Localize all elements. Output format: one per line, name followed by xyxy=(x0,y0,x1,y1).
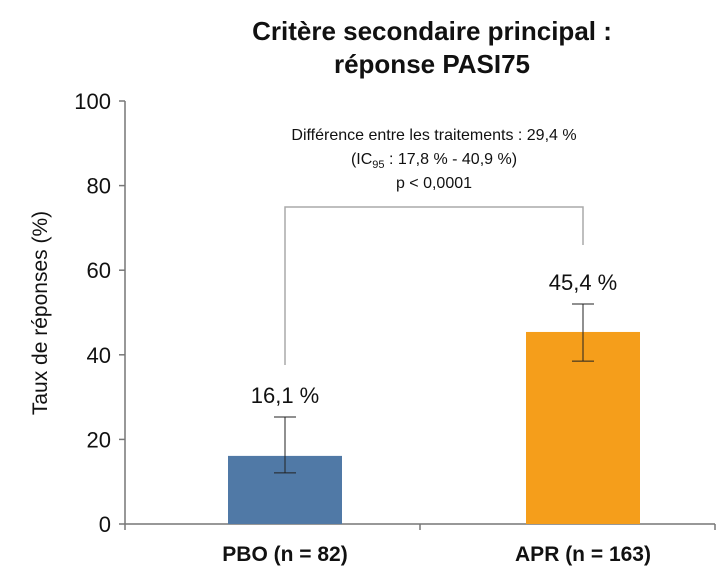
y-tick-label: 60 xyxy=(87,258,111,283)
y-tick-label: 100 xyxy=(74,89,111,114)
chart-title: réponse PASI75 xyxy=(334,49,530,79)
y-tick-label: 0 xyxy=(99,512,111,537)
x-tick-label: PBO (n = 82) xyxy=(222,543,347,566)
annotation: p < 0,0001 xyxy=(396,175,472,192)
y-axis-label: Taux de réponses (%) xyxy=(29,211,52,415)
chart-title: Critère secondaire principal : xyxy=(252,16,612,46)
value-label: 45,4 % xyxy=(549,270,618,295)
annotation-part: (IC xyxy=(351,151,372,168)
annotation-subscript: 95 xyxy=(372,159,384,171)
y-tick-label: 40 xyxy=(87,343,111,368)
y-tick-label: 20 xyxy=(87,427,111,452)
y-tick-label: 80 xyxy=(87,174,111,199)
x-tick-label: APR (n = 163) xyxy=(515,543,651,566)
annotation: (IC95 : 17,8 % - 40,9 %) xyxy=(351,151,517,171)
bar xyxy=(526,331,640,524)
bracket xyxy=(284,206,584,365)
annotation-part: : 17,8 % - 40,9 %) xyxy=(385,151,518,168)
value-label: 16,1 % xyxy=(251,383,320,408)
annotation: Différence entre les traitements : 29,4 … xyxy=(291,127,576,144)
